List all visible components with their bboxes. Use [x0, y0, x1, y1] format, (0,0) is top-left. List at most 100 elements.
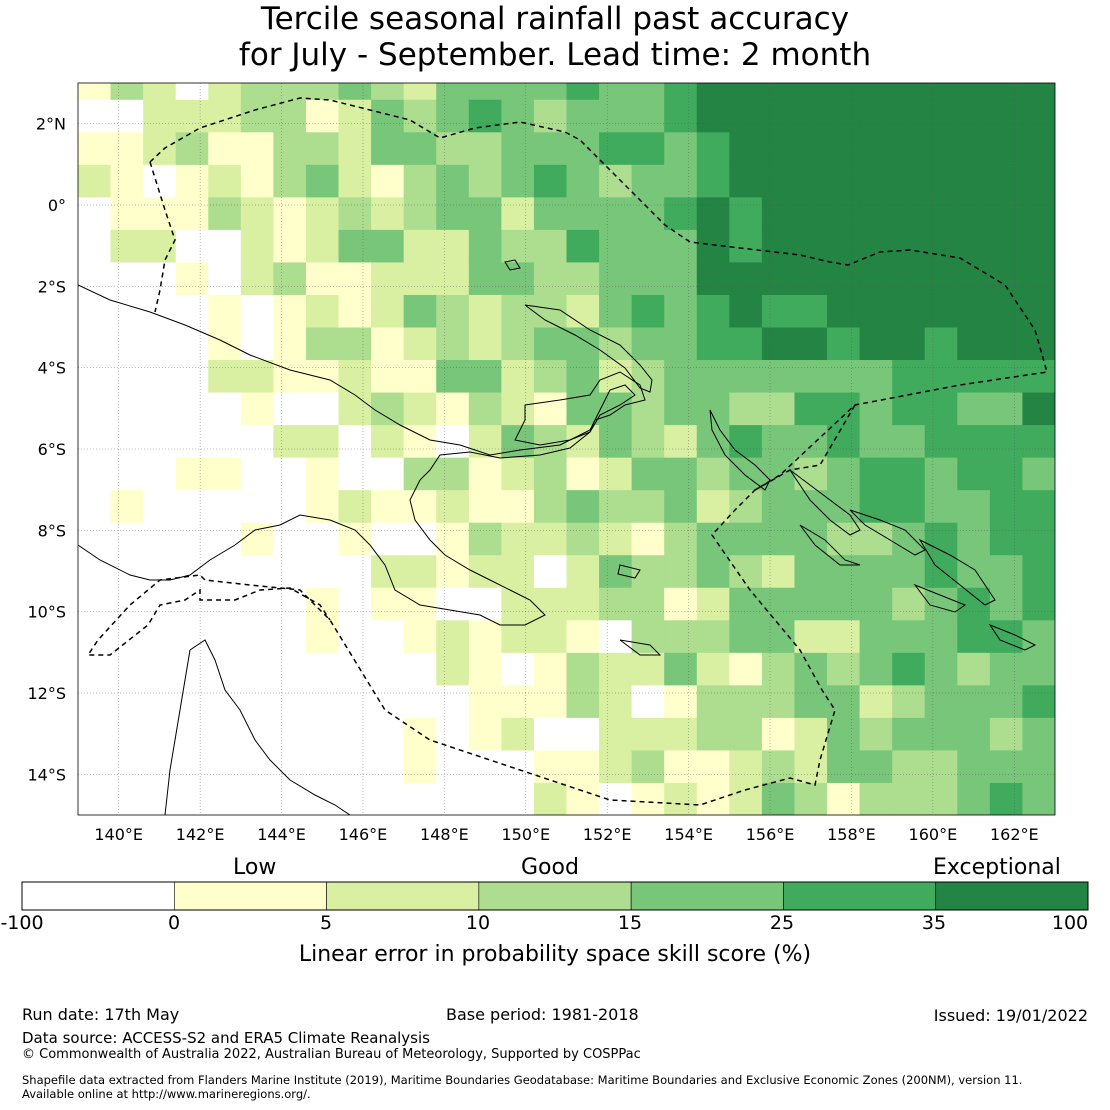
grid-cell [566, 587, 600, 621]
grid-cell [175, 164, 209, 198]
grid-cell [957, 229, 991, 263]
grid-cell [78, 131, 112, 165]
grid-cell [631, 294, 665, 328]
grid-cell [859, 749, 893, 783]
grid-cell [533, 684, 567, 718]
grid-cell [143, 587, 177, 621]
grid-cell [501, 327, 535, 361]
coastline-solomon-4 [799, 524, 861, 566]
grid-cell [468, 684, 502, 718]
grid-cell [403, 587, 437, 621]
grid-cell [599, 489, 633, 523]
grid-cell [175, 619, 209, 653]
grid-cell [989, 424, 1023, 458]
grid-cell [892, 457, 926, 491]
grid-cell [827, 131, 861, 165]
grid-cell [403, 619, 437, 653]
grid-cell [175, 83, 209, 100]
grid-cell [566, 424, 600, 458]
grid-cell [664, 457, 698, 491]
grid-cell [859, 131, 893, 165]
grid-cell [208, 196, 242, 230]
grid-cell [208, 359, 242, 393]
grid-cell [371, 131, 405, 165]
grid-cell [78, 424, 112, 458]
colorbar-tick: 10 [465, 912, 491, 934]
grid-cell [143, 392, 177, 426]
grid-cell [110, 229, 144, 263]
grid-cell [729, 359, 763, 393]
grid-cell [1022, 489, 1055, 523]
grid-cell [240, 196, 274, 230]
grid-cell [371, 392, 405, 426]
grid-cell [208, 619, 242, 653]
grid-cell [827, 359, 861, 393]
grid-cell [761, 717, 795, 751]
grid-cell [566, 684, 600, 718]
grid-cell [827, 652, 861, 686]
grid-cell [240, 554, 274, 588]
grid-cell [175, 554, 209, 588]
grid-cell [208, 522, 242, 556]
grid-cell [501, 457, 535, 491]
grid-cell [566, 229, 600, 263]
grid-cell [110, 619, 144, 653]
grid-cell [436, 749, 470, 783]
grid-cell [175, 587, 209, 621]
grid-cell [664, 489, 698, 523]
grid-cell [78, 392, 112, 426]
grid-cell [208, 392, 242, 426]
grid-cell [924, 327, 958, 361]
eez-solomons [754, 404, 856, 491]
grid-cell [78, 749, 112, 783]
grid-cell [664, 424, 698, 458]
run-date: Run date: 17th May [22, 1005, 180, 1024]
grid-cell [110, 359, 144, 393]
grid-cell [240, 83, 274, 100]
grid-cell [794, 587, 828, 621]
grid-cell [273, 131, 307, 165]
grid-cell [305, 587, 340, 621]
grid-cell [403, 327, 437, 361]
grid-cell [631, 261, 665, 295]
grid-cell [761, 782, 795, 815]
eez-png [86, 97, 1048, 806]
grid-cell [273, 652, 307, 686]
grid-cell [305, 99, 340, 133]
colorbar-label-low: Low [233, 855, 277, 880]
grid-cell [273, 749, 307, 783]
grid-cell [696, 489, 730, 523]
grid-cell [305, 359, 340, 393]
grid-cell [436, 99, 470, 133]
colorbar-swatch [783, 881, 937, 911]
grid-cell [208, 164, 242, 198]
grid-cell [338, 99, 372, 133]
grid-cell [208, 554, 242, 588]
grid-cell [696, 587, 730, 621]
grid-cell [273, 424, 307, 458]
grid-cell [859, 684, 893, 718]
latitude-tick-label: 8°S [38, 521, 66, 540]
longitude-tick-label: 146°E [339, 825, 388, 844]
grid-cell [761, 652, 795, 686]
grid-cell [664, 359, 698, 393]
grid-cell [696, 359, 730, 393]
grid-cell [501, 99, 535, 133]
grid-cell [859, 196, 893, 230]
grid-cell [338, 229, 372, 263]
grid-cell [924, 424, 958, 458]
grid-cell [664, 392, 698, 426]
grid-cell [989, 164, 1023, 198]
grid-cell [729, 587, 763, 621]
grid-cell [338, 554, 372, 588]
grid-cell [468, 261, 502, 295]
grid-cell [664, 782, 698, 815]
grid-cell [436, 392, 470, 426]
grid-cell [924, 619, 958, 653]
grid-cell [143, 717, 177, 751]
grid-cell [892, 196, 926, 230]
grid-cell [989, 652, 1023, 686]
grid-cell [957, 327, 991, 361]
grid-cell [175, 424, 209, 458]
grid-cell [1022, 359, 1055, 393]
